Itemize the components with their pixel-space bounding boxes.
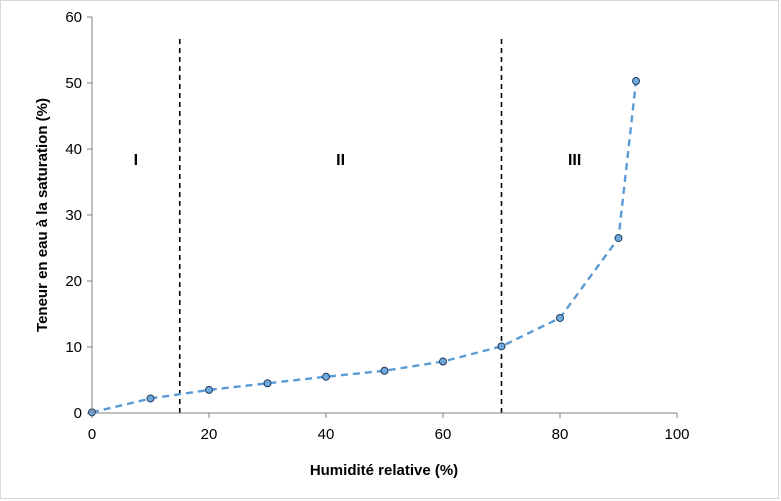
data-point <box>146 394 155 403</box>
y-tick-label: 0 <box>74 405 82 422</box>
x-tick-label: 0 <box>88 426 96 443</box>
x-axis-title: Humidité relative (%) <box>310 462 458 479</box>
data-point <box>632 77 641 86</box>
data-point <box>497 342 506 351</box>
data-point <box>263 379 272 388</box>
y-tick-label: 60 <box>65 9 82 26</box>
x-tick-label: 80 <box>552 426 569 443</box>
y-tick-label: 30 <box>65 207 82 224</box>
y-tick-label: 20 <box>65 273 82 290</box>
series-line <box>91 80 638 414</box>
region-label: II <box>336 152 345 169</box>
y-axis-title: Teneur en eau à la saturation (%) <box>34 98 51 332</box>
x-axis-ticks: 0 20 40 60 80 100 <box>88 413 690 443</box>
data-point <box>322 372 330 381</box>
region-dividers <box>178 39 503 413</box>
x-tick-label: 60 <box>435 426 452 443</box>
x-tick-label: 40 <box>318 426 335 443</box>
y-tick-label: 40 <box>65 141 82 158</box>
data-point <box>614 234 623 243</box>
region-labels: I II III <box>134 152 582 169</box>
region-label: I <box>134 152 138 169</box>
series-layer <box>88 77 641 417</box>
y-tick-label: 50 <box>65 75 82 92</box>
region-label: III <box>568 152 581 169</box>
x-tick-label: 20 <box>201 426 218 443</box>
data-point <box>380 366 389 375</box>
data-point <box>205 385 213 394</box>
data-point <box>439 357 447 366</box>
y-tick-label: 10 <box>65 339 82 356</box>
data-point <box>556 313 564 322</box>
y-axis-ticks: 0 10 20 30 40 50 60 <box>65 9 92 422</box>
x-tick-label: 100 <box>664 426 689 443</box>
